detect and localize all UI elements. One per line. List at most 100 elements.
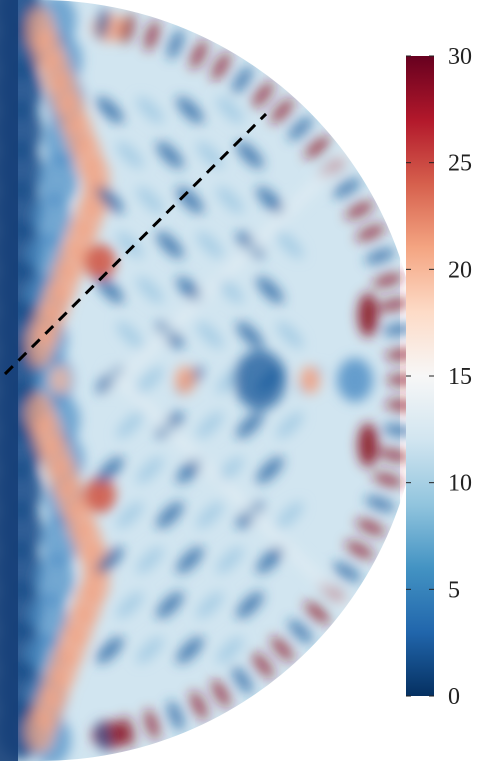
field-blob [120,715,135,747]
field-blob [304,136,331,159]
field-blob [256,186,284,214]
field-blob [216,546,244,574]
field-blob [232,666,253,694]
colorbar-tick-label: 10 [448,471,472,497]
field-blob [96,7,110,40]
dashed-line [3,112,268,376]
field-blob [96,276,124,304]
field-blob [358,293,378,337]
field-blob [34,554,75,606]
field-blob [355,518,386,536]
field-blob [167,700,184,731]
field-blob [276,321,304,349]
field-blob [96,456,124,484]
field-blob [211,679,231,708]
field-blob [96,720,110,753]
field-blob [216,96,244,124]
field-blob [300,366,320,394]
field-blob [167,29,184,60]
field-blob [276,231,304,259]
field-blob [340,132,368,160]
field-blob [288,619,313,644]
field-blob [270,98,294,124]
field-heatmap [0,0,418,761]
field-blob [372,472,404,488]
field-blob [196,501,224,529]
field-blob [136,546,164,574]
field-blob [288,116,313,141]
field-blob [116,141,144,169]
field-blob [84,477,116,513]
field-blob [136,276,164,304]
field-blob [116,321,144,349]
field-blob [136,96,164,124]
field-blob [96,636,124,664]
field-blob [144,20,160,52]
field-blob [38,154,79,206]
field-blob [176,636,204,664]
field-blob [276,411,304,439]
field-blob [345,540,375,560]
field-blob [211,52,231,81]
colorbar: 0 5 10 15 20 25 30 [406,44,472,710]
field-blob [196,231,224,259]
field-blob [156,231,184,259]
field-blob [236,141,264,169]
field-blob [251,652,274,679]
colorbar-tick-label: 0 [448,684,460,710]
field-blob [26,393,54,437]
field-blob [232,66,253,94]
field-blob [175,366,195,394]
field-blob [96,546,124,574]
field-blob [28,594,69,646]
field-blob [31,194,72,246]
field-blob [136,456,164,484]
field-blob [216,186,244,214]
field-blob [355,224,386,242]
field-blob [136,636,164,664]
field-blob [189,690,208,720]
colorbar-ticks: 0 5 10 15 20 25 30 [406,44,472,710]
field-blob [96,186,124,214]
field-blob [176,96,204,124]
field-blob [196,591,224,619]
field-blob [358,423,378,467]
field-blob [236,591,264,619]
field-blob [116,411,144,439]
field-blob [116,591,144,619]
field-blob [120,13,135,45]
field-blob [176,546,204,574]
field-blob [256,276,284,304]
field-blob [378,448,410,463]
field-blob [216,636,244,664]
field-blob [270,636,294,662]
field-blob [136,366,164,394]
field-blob [234,350,286,410]
colorbar-tick-label: 5 [448,577,460,603]
field-blob [333,178,361,199]
colorbar-tick-label: 15 [448,364,472,390]
field-blob [196,321,224,349]
field-blob [364,495,396,512]
field-blob [340,600,368,628]
field-blob [345,200,375,220]
colorbar-tick-label: 20 [448,257,472,283]
field-blob [251,81,274,108]
field-blob [116,231,144,259]
field-blob [333,561,361,582]
field-blob [256,546,284,574]
field-blob [189,40,208,70]
field-blob [136,186,164,214]
field-blob [144,708,160,740]
field-blob [176,186,204,214]
field-blob [196,141,224,169]
field-blob [372,272,404,288]
field-blob [276,501,304,529]
field-blob [84,244,116,280]
field-blob [304,601,331,624]
edge-band-left [0,0,18,761]
field-blob [364,248,396,265]
field-blob [156,141,184,169]
colorbar-tick-label: 30 [448,44,472,70]
